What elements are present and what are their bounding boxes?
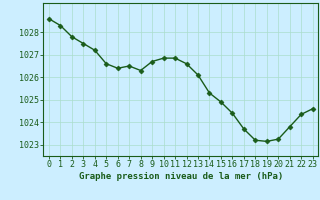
X-axis label: Graphe pression niveau de la mer (hPa): Graphe pression niveau de la mer (hPa) [79,172,283,181]
